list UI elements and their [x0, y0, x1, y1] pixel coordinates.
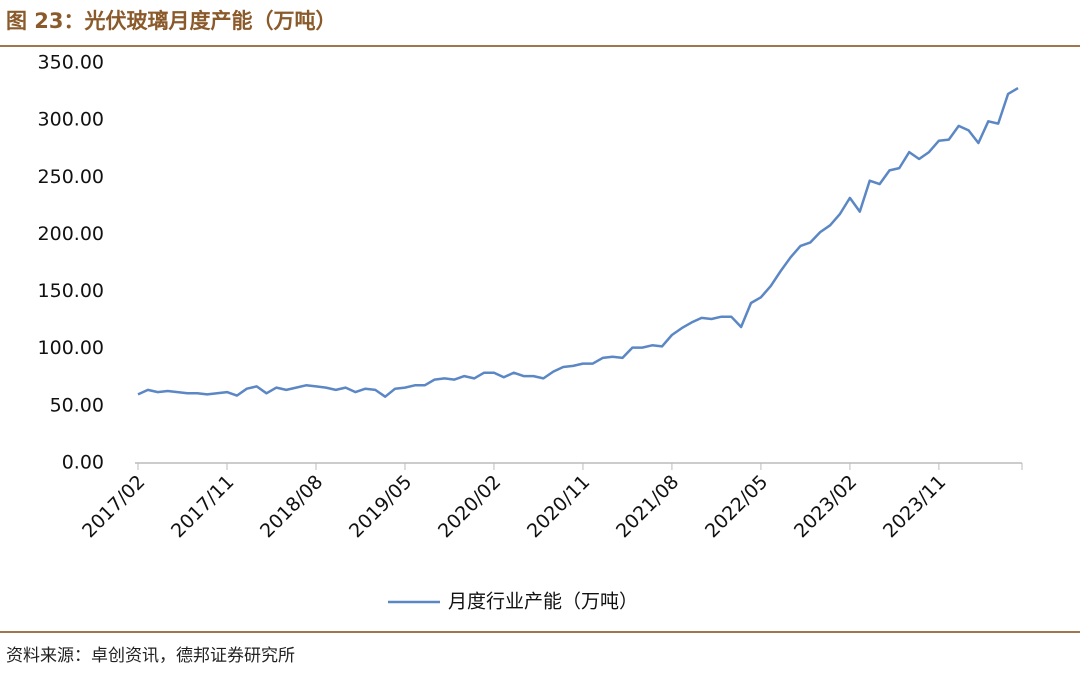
chart-title: 图 23：光伏玻璃月度产能（万吨） — [6, 9, 337, 33]
x-tick-label: 2022/05 — [701, 471, 772, 542]
y-tick-label: 50.00 — [50, 394, 104, 416]
legend-label: 月度行业产能（万吨） — [448, 591, 638, 613]
y-tick-label: 0.00 — [62, 452, 104, 474]
y-tick-label: 350.00 — [38, 52, 104, 74]
x-tick-label: 2020/02 — [434, 471, 505, 542]
x-tick-label: 2018/08 — [256, 471, 327, 542]
x-tick-label: 2017/11 — [167, 471, 238, 542]
x-tick-label: 2023/11 — [879, 471, 950, 542]
x-tick-label: 2017/02 — [78, 471, 149, 542]
x-tick-label: 2023/02 — [790, 471, 861, 542]
y-tick-label: 200.00 — [38, 223, 104, 245]
y-tick-label: 300.00 — [38, 109, 104, 131]
y-tick-label: 250.00 — [38, 166, 104, 188]
y-tick-label: 150.00 — [38, 280, 104, 302]
line-series — [137, 87, 1019, 398]
x-tick-label: 2019/05 — [345, 471, 416, 542]
x-tick-label: 2021/08 — [612, 471, 683, 542]
y-tick-label: 100.00 — [38, 337, 104, 359]
x-tick-label: 2020/11 — [523, 471, 594, 542]
source: 资料来源：卓创资讯，德邦证券研究所 — [6, 646, 295, 666]
